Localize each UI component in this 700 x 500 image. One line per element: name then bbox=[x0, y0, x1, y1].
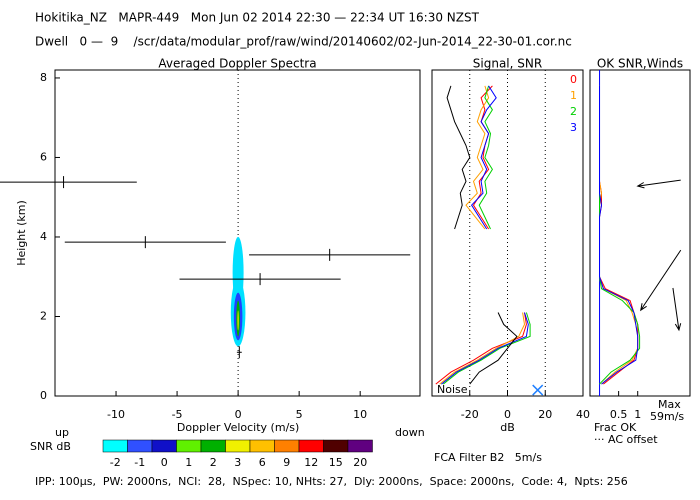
x-tick-label: 0.5 bbox=[610, 408, 628, 421]
colorbar-swatch bbox=[127, 439, 153, 453]
colorbar-label: -1 bbox=[134, 456, 145, 469]
colorbar-label: 0 bbox=[161, 456, 168, 469]
colorbar-swatch bbox=[323, 439, 349, 453]
y-tick-label: 2 bbox=[40, 309, 47, 322]
legend-entry: 2 bbox=[570, 105, 577, 118]
panel-note: Max bbox=[658, 398, 681, 411]
y-tick-label: 4 bbox=[40, 230, 47, 243]
profile-line bbox=[441, 85, 529, 385]
wind-arrow bbox=[636, 179, 681, 189]
colorbar-label: 3 bbox=[234, 456, 241, 469]
y-tick-label: 6 bbox=[40, 150, 47, 163]
profile-line bbox=[599, 85, 639, 385]
wind-arrow bbox=[672, 287, 682, 332]
panel-title: Averaged Doppler Spectra bbox=[158, 57, 316, 71]
footer-params: IPP: 100µs, PW: 2000ns, NCI: 28, NSpec: … bbox=[35, 475, 628, 488]
spectral-contour bbox=[237, 310, 239, 331]
colorbar-down: down bbox=[395, 426, 425, 439]
x-axis-label: Doppler Velocity (m/s) bbox=[177, 421, 299, 434]
colorbar-swatch bbox=[151, 439, 177, 453]
panel-note: Frac OK bbox=[594, 421, 637, 434]
colorbar-label: 12 bbox=[304, 456, 318, 469]
profile-line bbox=[599, 85, 639, 385]
legend-entry: 1 bbox=[570, 89, 577, 102]
x-tick-label: 1 bbox=[634, 408, 641, 421]
panel-title: Signal, SNR bbox=[473, 57, 542, 71]
colorbar-swatch bbox=[347, 439, 373, 453]
y-tick-label: 8 bbox=[40, 71, 47, 84]
colorbar-label: 1 bbox=[185, 456, 192, 469]
colorbar-swatch bbox=[249, 439, 275, 453]
colorbar-title: SNR dB bbox=[30, 440, 71, 453]
wind-arrow bbox=[640, 249, 682, 312]
profile-line bbox=[442, 85, 531, 385]
panel-title: OK SNR,Winds bbox=[597, 57, 683, 71]
colorbar-up: up bbox=[55, 426, 69, 439]
x-axis-label: dB bbox=[500, 421, 515, 434]
colorbar-swatch bbox=[298, 439, 324, 453]
header-subtitle: Dwell 0 — 9 /scr/data/modular_prof/raw/w… bbox=[35, 35, 572, 49]
x-tick-label: 0 bbox=[504, 408, 511, 421]
colorbar-label: 9 bbox=[283, 456, 290, 469]
x-tick-label: 0 bbox=[235, 408, 242, 421]
colorbar-swatch bbox=[102, 439, 128, 453]
legend-entry: 0 bbox=[570, 73, 577, 86]
profile-line bbox=[599, 85, 639, 385]
colorbar-swatch bbox=[200, 439, 226, 453]
profile-line bbox=[446, 85, 518, 385]
x-tick-label: 20 bbox=[538, 408, 552, 421]
profile-line bbox=[439, 85, 526, 385]
x-tick-label: 10 bbox=[353, 408, 367, 421]
marker bbox=[532, 384, 544, 396]
x-tick-label: -5 bbox=[172, 408, 183, 421]
plot-frame bbox=[589, 69, 691, 397]
y-axis-label: Height (km) bbox=[15, 200, 28, 266]
x-tick-label: -20 bbox=[461, 408, 479, 421]
colorbar-label: 20 bbox=[353, 456, 367, 469]
plot-frame bbox=[54, 69, 421, 397]
colorbar-swatch bbox=[225, 439, 251, 453]
profile-line bbox=[435, 85, 527, 385]
profile-line bbox=[599, 85, 641, 385]
colorbar-label: 6 bbox=[259, 456, 266, 469]
colorbar-swatch bbox=[176, 439, 202, 453]
panel-note: 59m/s bbox=[650, 410, 684, 423]
filter-note: FCA Filter B2 5m/s bbox=[434, 451, 542, 464]
x-tick-label: 40 bbox=[576, 408, 590, 421]
legend-entry: 3 bbox=[570, 121, 577, 134]
colorbar-label: 2 bbox=[210, 456, 217, 469]
colorbar-swatch bbox=[274, 439, 300, 453]
x-tick-label: -10 bbox=[107, 408, 125, 421]
y-tick-label: 0 bbox=[40, 389, 47, 402]
colorbar-label: 15 bbox=[329, 456, 343, 469]
noise-label: Noise bbox=[437, 383, 468, 396]
colorbar-label: -2 bbox=[110, 456, 121, 469]
header-title: Hokitika_NZ MAPR-449 Mon Jun 02 2014 22:… bbox=[35, 11, 480, 25]
x-tick-label: 5 bbox=[296, 408, 303, 421]
panel-note: ··· AC offset bbox=[594, 433, 658, 446]
